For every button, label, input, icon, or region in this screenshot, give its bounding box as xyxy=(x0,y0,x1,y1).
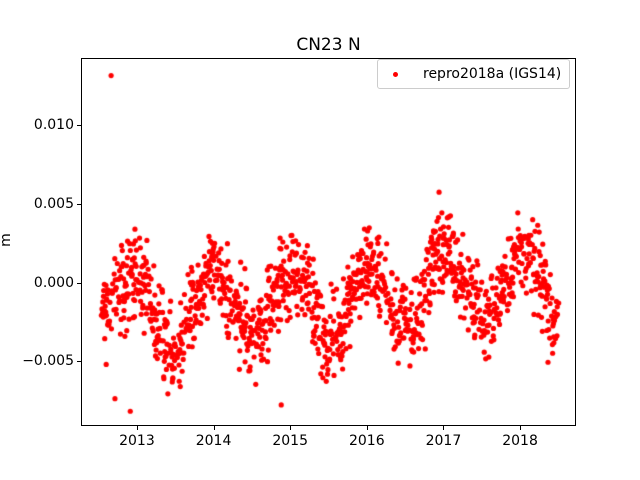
legend: repro2018a (IGS14) xyxy=(377,59,570,89)
y-tick-mark xyxy=(77,282,81,284)
x-tick-mark xyxy=(213,426,215,430)
x-tick-label: 2013 xyxy=(119,433,155,449)
y-tick-mark xyxy=(77,203,81,205)
x-tick-mark xyxy=(136,426,138,430)
y-tick-label: −0.005 xyxy=(22,353,74,370)
y-tick-mark xyxy=(77,124,81,126)
x-tick-label: 2015 xyxy=(272,433,308,449)
plot-area xyxy=(81,58,577,427)
y-tick-label: 0.005 xyxy=(33,195,74,212)
x-tick-mark xyxy=(520,426,522,430)
scatter-canvas xyxy=(82,59,577,427)
legend-entry-label: repro2018a (IGS14) xyxy=(423,66,562,82)
x-tick-label: 2018 xyxy=(502,433,538,449)
x-tick-mark xyxy=(290,426,292,430)
x-tick-label: 2014 xyxy=(195,433,232,449)
y-tick-label: 0.000 xyxy=(33,274,74,291)
x-tick-mark xyxy=(366,426,368,430)
y-tick-mark xyxy=(77,361,81,363)
x-tick-label: 2017 xyxy=(425,433,462,449)
legend-marker-dot-icon xyxy=(393,71,398,77)
y-axis-label: m xyxy=(0,230,18,250)
plot-title: CN23 N xyxy=(296,35,361,55)
x-tick-mark xyxy=(443,426,445,430)
x-tick-label: 2016 xyxy=(348,433,385,449)
y-tick-label: 0.010 xyxy=(33,116,74,133)
